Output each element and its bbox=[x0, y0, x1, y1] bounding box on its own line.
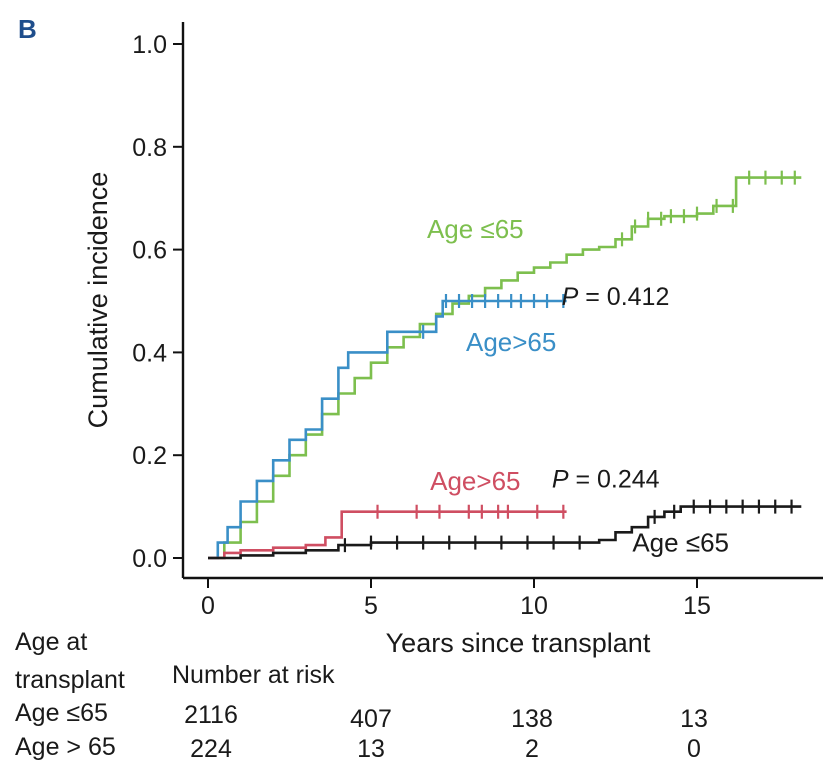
x-tick-label: 0 bbox=[201, 592, 215, 620]
y-tick-label: 1.0 bbox=[132, 31, 167, 59]
p-value: = 0.244 bbox=[569, 465, 660, 493]
series-label-1: Age>65 bbox=[466, 327, 556, 357]
p-value: = 0.412 bbox=[578, 283, 669, 311]
y-tick-label: 0.6 bbox=[132, 237, 167, 265]
risk-table: Age at transplant Number at risk Age ≤65… bbox=[15, 628, 708, 763]
series-label-2: Age>65 bbox=[430, 466, 520, 496]
risk-cell: 0 bbox=[687, 735, 701, 763]
risk-cell: 138 bbox=[511, 705, 553, 733]
p-value-annotation: P = 0.244 bbox=[552, 465, 660, 493]
series-label-3: Age ≤65 bbox=[632, 528, 729, 558]
y-tick-label: 0.0 bbox=[132, 545, 167, 573]
y-tick-label: 0.2 bbox=[132, 442, 167, 470]
risk-header-line2: transplant bbox=[15, 666, 125, 694]
risk-row-label: Age ≤65 bbox=[15, 699, 108, 727]
x-tick-label: 5 bbox=[364, 592, 378, 620]
risk-cell: 2116 bbox=[184, 701, 238, 729]
y-axis-label: Cumulative incidence bbox=[83, 172, 113, 429]
risk-cell: 13 bbox=[357, 735, 385, 763]
series-line-0 bbox=[208, 176, 802, 560]
x-axis-label: Years since transplant bbox=[386, 628, 651, 658]
series-line-1 bbox=[208, 299, 567, 560]
x-tick-label: 10 bbox=[520, 592, 548, 620]
series-label-0: Age ≤65 bbox=[427, 214, 524, 244]
p-symbol: P bbox=[552, 465, 569, 493]
p-value-annotation: P = 0.412 bbox=[562, 283, 670, 311]
y-tick-label: 0.4 bbox=[132, 339, 167, 367]
y-tick-label: 0.8 bbox=[132, 134, 167, 162]
series-layer bbox=[208, 170, 802, 560]
series-line-2 bbox=[208, 510, 567, 560]
risk-header-line1: Age at bbox=[15, 628, 87, 656]
p-symbol: P bbox=[562, 283, 579, 311]
risk-row-label: Age > 65 bbox=[15, 733, 116, 761]
panel-label: B bbox=[18, 14, 37, 44]
axes: 0.0 0.2 0.4 0.6 0.8 1.0 0 5 10 15 bbox=[132, 22, 823, 620]
risk-cell: 2 bbox=[525, 735, 539, 763]
risk-cell: 407 bbox=[350, 705, 392, 733]
risk-cell: 224 bbox=[190, 735, 232, 763]
risk-title: Number at risk bbox=[172, 661, 335, 689]
x-tick-label: 15 bbox=[683, 592, 711, 620]
risk-cell: 13 bbox=[680, 705, 708, 733]
